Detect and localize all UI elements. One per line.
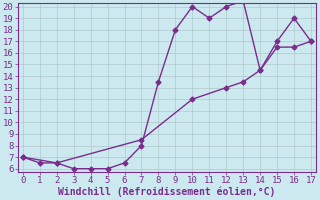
X-axis label: Windchill (Refroidissement éolien,°C): Windchill (Refroidissement éolien,°C) (58, 187, 276, 197)
